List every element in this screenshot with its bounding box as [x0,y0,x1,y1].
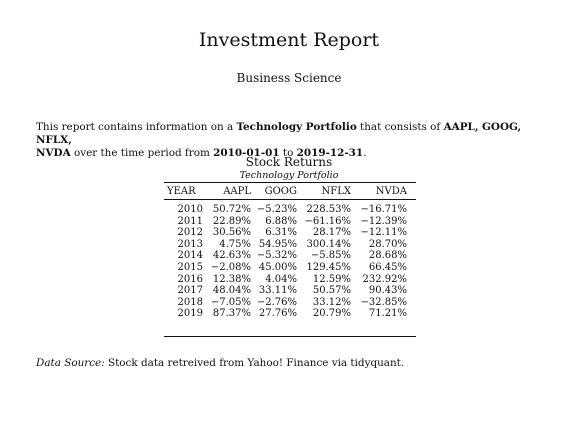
data-source-note: Data Source: Stock data retreived from Y… [36,357,404,370]
nvda-cell: −16.71% [360,204,407,215]
aapl-cell: 87.37% [212,308,251,320]
year-cell: 2018 [177,296,203,308]
goog-cell: 45.00% [258,261,297,273]
year-cell: 2013 [177,238,203,250]
nflx-cell: 20.79% [312,308,351,320]
aapl-cell: −2.08% [210,261,251,273]
nvda-cell: 90.43% [368,285,407,297]
nvda-cell: 28.70% [368,238,407,250]
goog-cell: 4.04% [265,273,297,285]
ticker-list: AAPL, GOOG, NFLX, [36,121,522,146]
nvda-cell: 71.21% [368,308,407,320]
nvda-cell: −32.85% [360,296,407,308]
intro-text: This report contains information on a [36,121,237,133]
goog-cell: −2.76% [256,296,297,308]
aapl-cell: 22.89% [212,215,251,227]
data-source-label: Data Source: [36,357,105,369]
intro-text: . [363,147,367,159]
header-aapl: AAPL [223,186,251,197]
table-top-rule [164,182,416,183]
nflx-cell: 33.12% [312,296,351,308]
nvda-cell: −12.39% [360,215,407,227]
goog-cell: −5.32% [256,250,297,262]
goog-cell: 6.88% [265,215,297,227]
header-year: YEAR [167,186,196,197]
header-nvda: NVDA [375,186,407,197]
aapl-cell: −7.05% [210,296,251,308]
table-bottom-rule [164,336,416,337]
intro-text: to [279,147,297,159]
goog-cell: 33.11% [258,285,297,297]
table-header-rule [164,199,416,200]
aapl-cell: 50.72% [212,204,251,215]
table-subcaption: Technology Portfolio [239,170,339,181]
table-caption: Stock Returns [245,155,333,169]
aapl-cell: 12.38% [212,273,251,285]
year-cell: 2012 [177,227,203,239]
header-nflx: NFLX [321,186,351,197]
nvda-cell: 28.68% [368,250,407,262]
year-cell: 2019 [177,308,203,320]
year-cell: 2017 [177,285,203,297]
nflx-cell: 129.45% [306,261,352,273]
goog-cell: 54.95% [258,238,297,250]
intro-text: over the time period from [70,147,214,159]
nflx-cell: −61.16% [304,215,351,227]
year-cell: 2014 [177,250,203,262]
nvda-cell: 66.45% [368,261,407,273]
nflx-cell: 12.59% [312,273,351,285]
nflx-cell: 228.53% [306,204,352,215]
aapl-cell: 4.75% [219,238,251,250]
goog-cell: 27.76% [258,308,297,320]
report-author: Business Science [236,71,342,85]
nvda-cell: −12.11% [360,227,407,239]
end-date: 2019-12-31 [296,147,364,159]
intro-paragraph: This report contains information on a Te… [36,121,556,160]
year-cell: 2016 [177,273,203,285]
aapl-cell: 30.56% [212,227,251,239]
year-cell: 2011 [177,215,203,227]
goog-cell: −5.23% [256,204,297,215]
start-date: 2010-01-01 [213,147,280,159]
year-cell: 2015 [177,261,203,273]
nflx-cell: −5.85% [310,250,351,262]
aapl-cell: 42.63% [212,250,251,262]
goog-cell: 6.31% [265,227,297,239]
nflx-cell: 300.14% [306,238,352,250]
aapl-cell: 48.04% [212,285,251,297]
nflx-cell: 50.57% [312,285,351,297]
intro-text: that consists of [356,121,444,133]
year-cell: 2010 [177,204,203,215]
header-goog: GOOG [264,186,297,197]
ticker-list-continued: NVDA [36,147,71,159]
nflx-cell: 28.17% [312,227,351,239]
data-source-text: Stock data retreived from Yahoo! Finance… [104,357,405,369]
portfolio-name: Technology Portfolio [236,121,357,133]
report-title: Investment Report [198,29,380,51]
nvda-cell: 232.92% [362,273,408,285]
